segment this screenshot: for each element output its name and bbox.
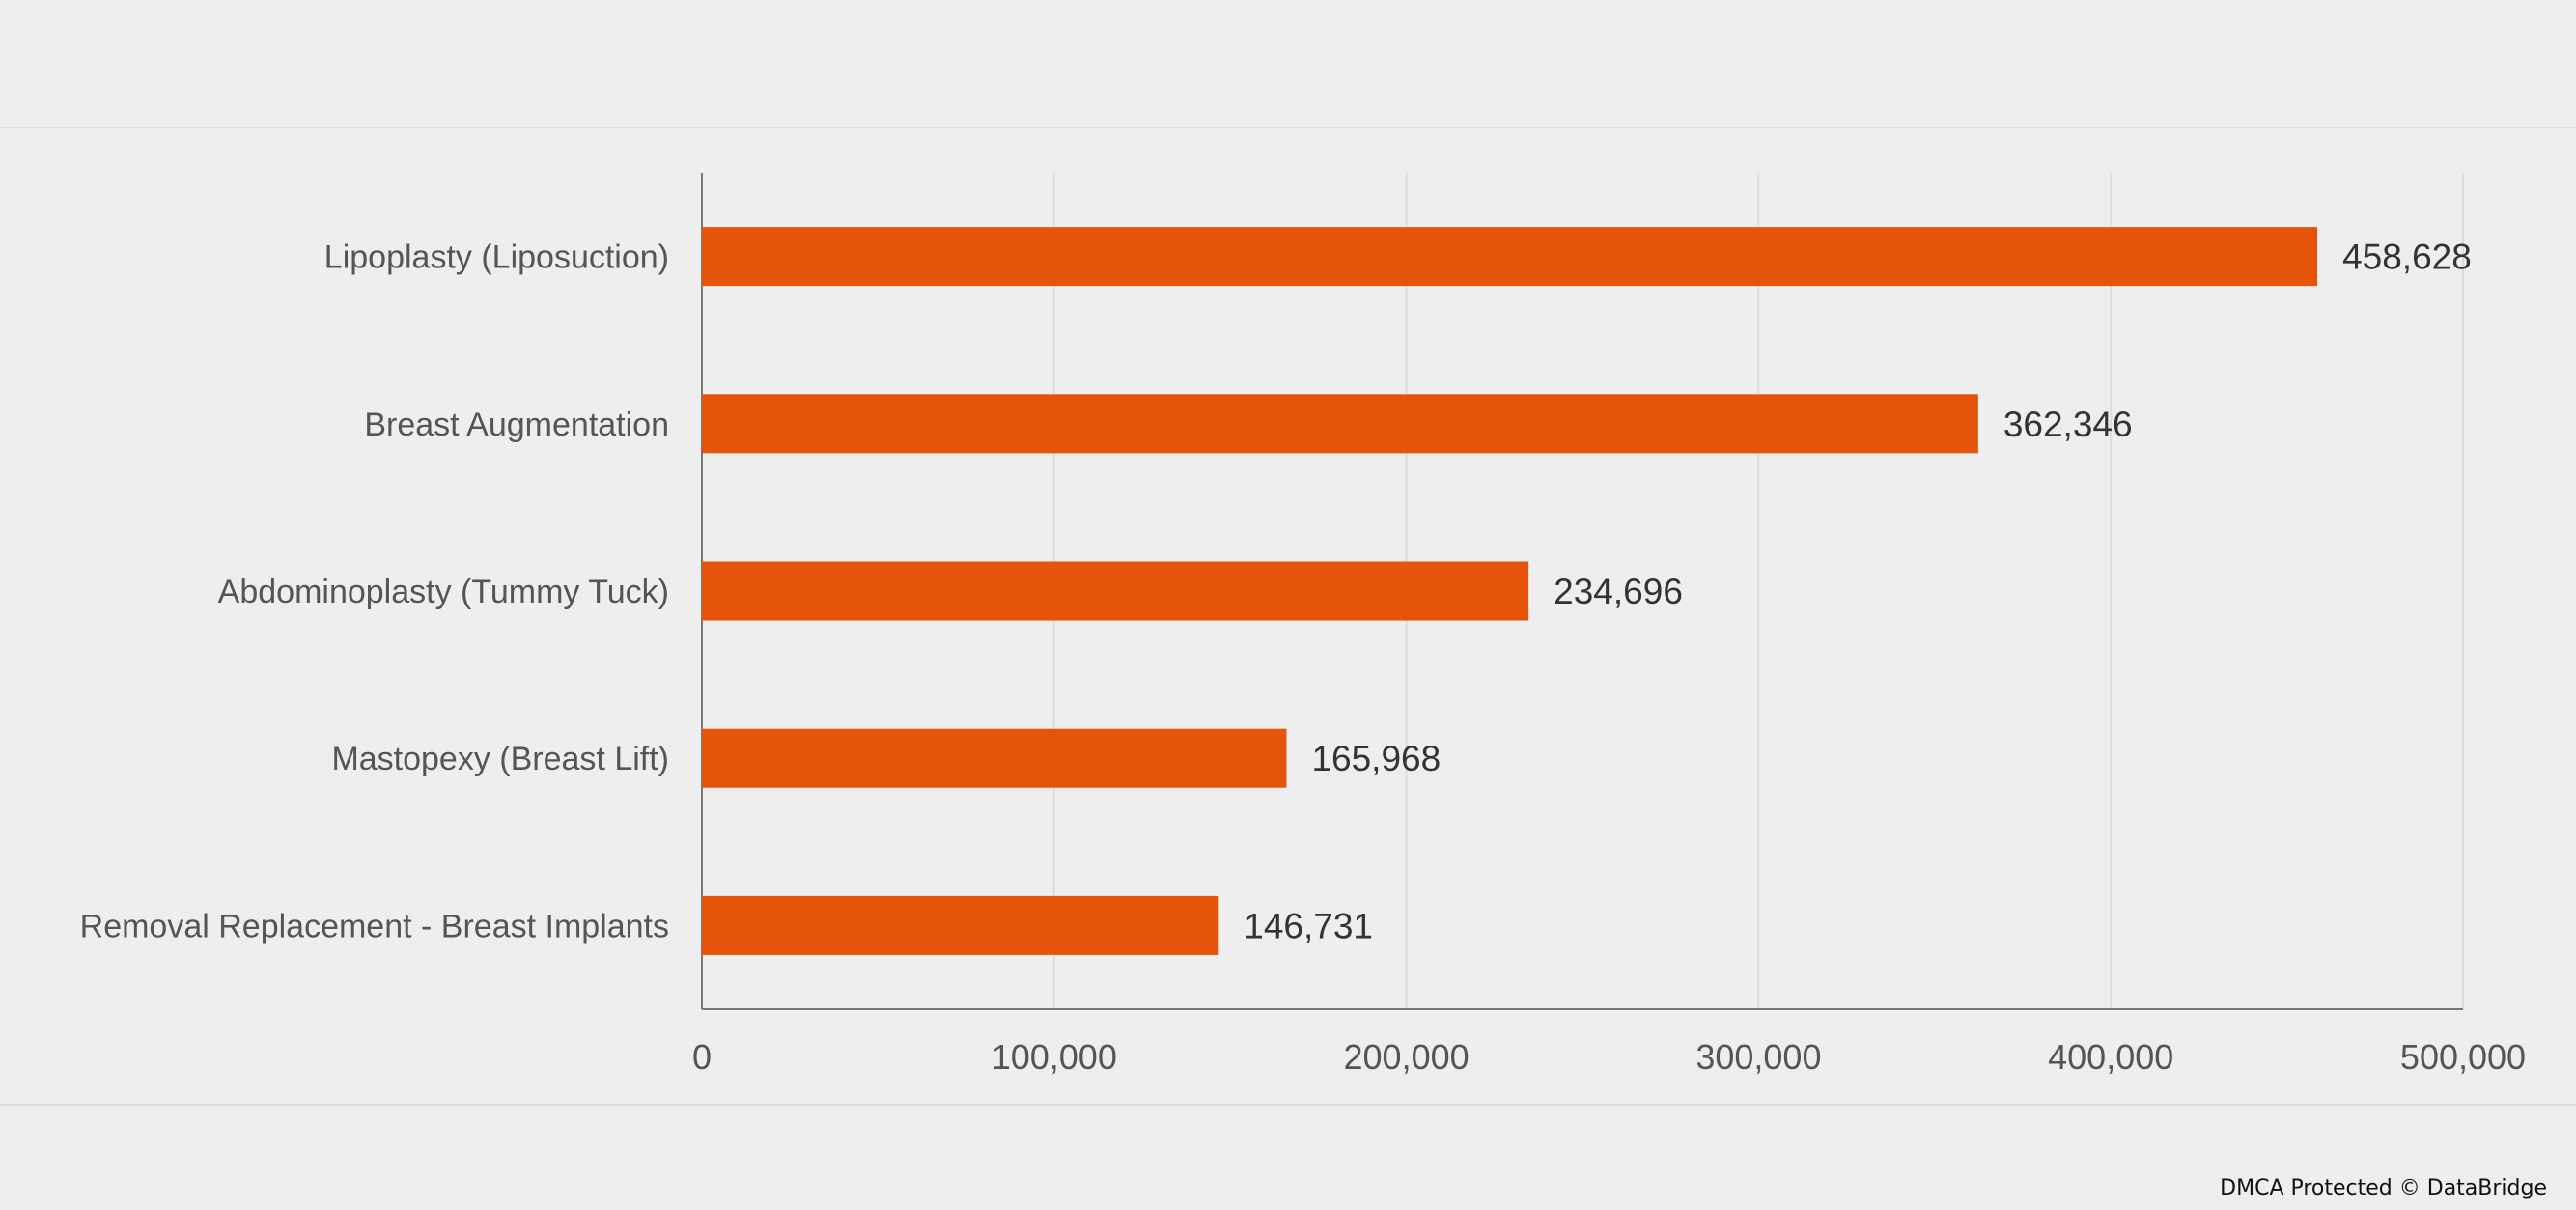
bar	[702, 561, 1529, 621]
bar	[702, 394, 1978, 454]
category-label: Lipoplasty (Liposuction)	[324, 239, 669, 276]
category-label: Abdominoplasty (Tummy Tuck)	[218, 574, 669, 610]
value-label: 234,696	[1554, 572, 1683, 611]
category-label: Breast Augmentation	[364, 407, 669, 443]
top-divider	[0, 127, 2576, 128]
value-label: 362,346	[2003, 405, 2133, 444]
watermark: DMCA Protected © DataBridge	[2220, 1176, 2547, 1200]
bar	[702, 227, 2318, 287]
value-label: 165,968	[1311, 739, 1441, 778]
bottom-divider	[0, 1104, 2576, 1106]
x-tick-label: 400,000	[2048, 1037, 2173, 1077]
x-tick-label: 0	[692, 1037, 712, 1077]
x-tick-label: 500,000	[2400, 1037, 2526, 1077]
bar	[702, 895, 1219, 955]
x-tick-label: 200,000	[1344, 1037, 1470, 1077]
value-label: 458,628	[2342, 238, 2472, 277]
category-label: Mastopexy (Breast Lift)	[331, 741, 669, 777]
category-label: Removal Replacement - Breast Implants	[80, 908, 669, 944]
bar	[702, 728, 1287, 788]
x-tick-label: 100,000	[992, 1037, 1117, 1077]
value-label: 146,731	[1244, 906, 1373, 945]
x-tick-label: 300,000	[1695, 1037, 1821, 1077]
